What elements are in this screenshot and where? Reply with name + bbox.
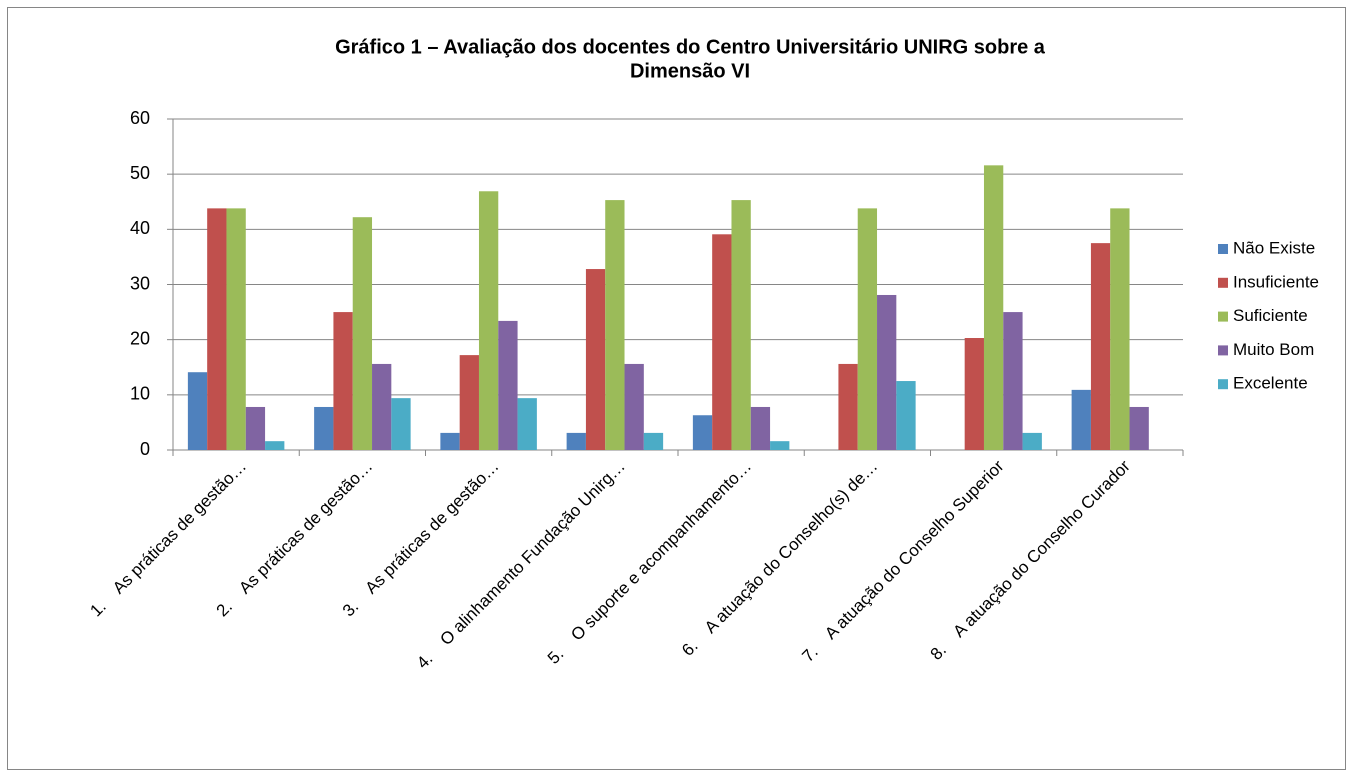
- legend-swatch: [1218, 311, 1228, 322]
- y-tick-label: 40: [130, 218, 150, 238]
- legend-label: Não Existe: [1233, 238, 1315, 257]
- legend-label: Suficiente: [1233, 306, 1308, 325]
- bar: [605, 200, 625, 450]
- y-tick-label: 10: [130, 384, 150, 404]
- bar: [857, 208, 878, 450]
- bar: [1090, 243, 1111, 450]
- bar: [624, 363, 644, 450]
- bar: [333, 312, 353, 450]
- bar: [585, 269, 606, 450]
- y-tick-label: 0: [140, 439, 150, 459]
- bar: [459, 355, 479, 450]
- bar: [770, 441, 790, 450]
- legend-label: Muito Bom: [1233, 340, 1314, 359]
- bar: [314, 406, 334, 450]
- bar: [207, 208, 227, 450]
- bar: [877, 294, 897, 450]
- bar: [838, 363, 858, 450]
- bar: [750, 406, 771, 450]
- legend-swatch: [1218, 345, 1228, 356]
- bar: [964, 338, 984, 450]
- bar: [643, 432, 664, 450]
- bar: [226, 208, 246, 450]
- bar: [896, 381, 916, 450]
- bar: [1129, 406, 1149, 450]
- bar: [692, 415, 713, 450]
- bar: [352, 217, 373, 450]
- y-tick-label: 30: [130, 273, 150, 293]
- bar: [712, 234, 732, 450]
- bar: [440, 432, 460, 450]
- chart-title: Dimensão VI: [630, 60, 750, 82]
- y-tick-label: 60: [130, 108, 150, 128]
- bar: [372, 363, 392, 450]
- bar: [187, 372, 208, 450]
- chart-title: Gráfico 1 – Avaliação dos docentes do Ce…: [335, 36, 1046, 58]
- y-tick-label: 20: [130, 328, 150, 348]
- bar: [1003, 312, 1023, 450]
- legend-swatch: [1218, 277, 1228, 288]
- y-tick-label: 50: [130, 163, 150, 183]
- legend-swatch: [1218, 244, 1228, 254]
- bar: [391, 398, 411, 450]
- legend-label: Excelente: [1233, 374, 1308, 393]
- bar: [1110, 208, 1130, 450]
- legend-swatch: [1218, 379, 1228, 390]
- bar: [478, 191, 499, 451]
- bar: [1022, 432, 1042, 450]
- bar: [245, 406, 266, 450]
- bar: [265, 441, 285, 450]
- bar: [517, 398, 537, 450]
- bar: [566, 432, 586, 450]
- bar: [498, 320, 518, 450]
- legend-label: Insuficiente: [1233, 272, 1319, 291]
- bar: [731, 200, 751, 450]
- bar: [1071, 389, 1091, 450]
- bar: [983, 165, 1004, 450]
